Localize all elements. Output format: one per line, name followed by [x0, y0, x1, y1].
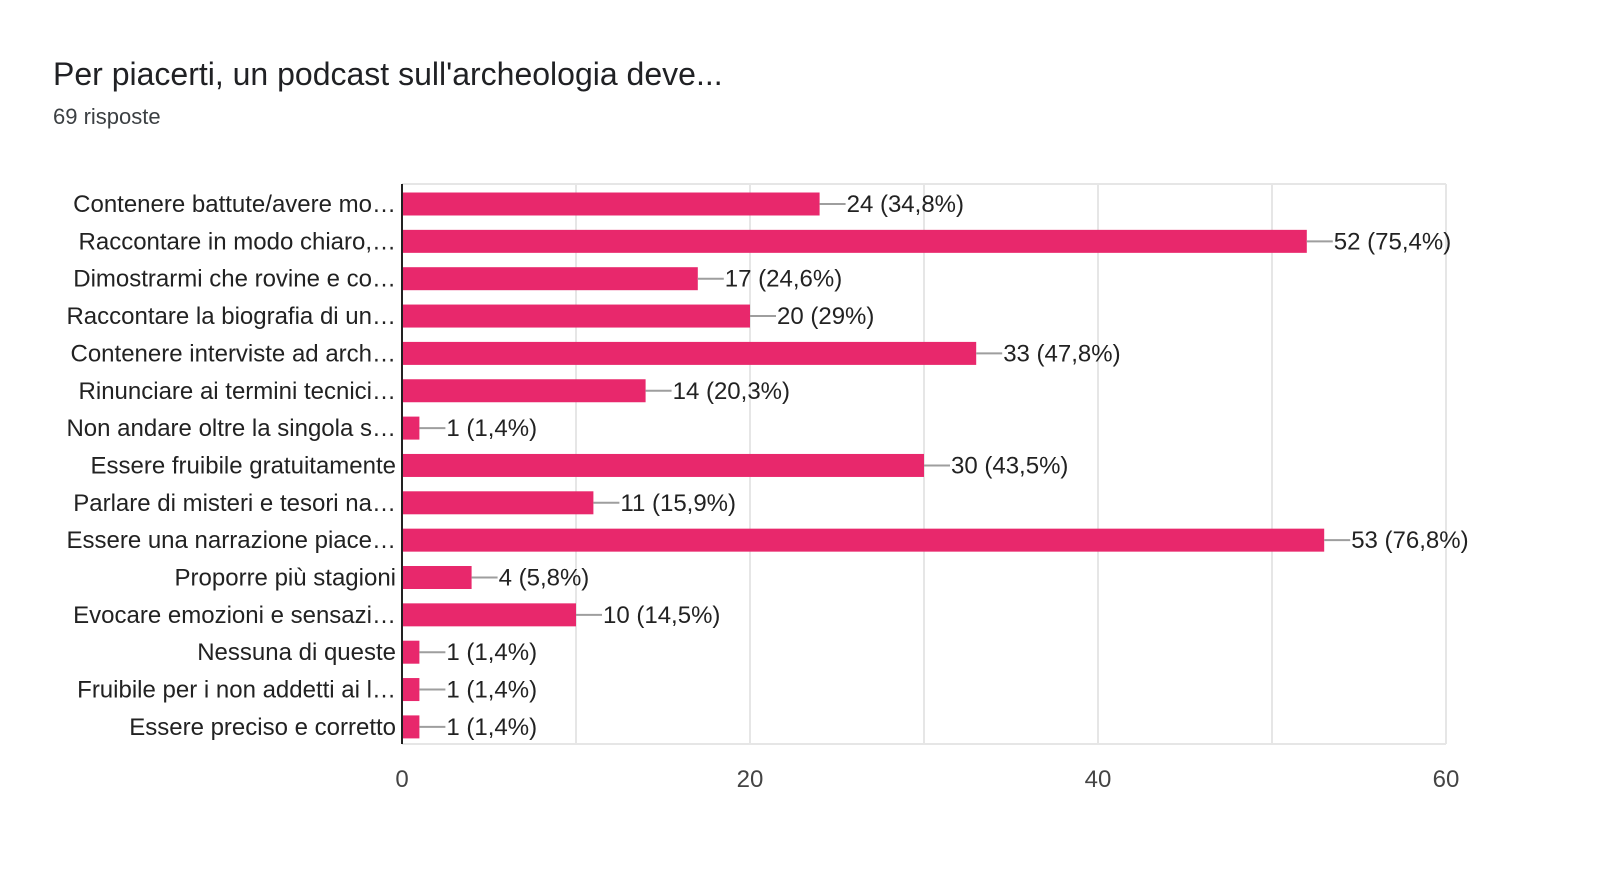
bar: [402, 267, 698, 291]
response-count: 69 risposte: [53, 104, 161, 129]
bars: [402, 192, 1325, 739]
value-label: 1 (1,4%): [446, 714, 537, 741]
bar: [402, 678, 420, 702]
bar: [402, 528, 1325, 552]
category-label: Proporre più stagioni: [175, 565, 396, 592]
bar: [402, 715, 420, 739]
axes: 0 20 40 60: [395, 184, 1459, 793]
category-label: Raccontare la biografia di un…: [66, 303, 396, 330]
category-label: Rinunciare ai termini tecnici…: [79, 378, 396, 405]
bar: [402, 379, 646, 403]
category-label: Contenere interviste ad arch…: [71, 340, 397, 367]
category-label: Essere una narrazione piace…: [66, 527, 396, 554]
value-label: 11 (15,9%): [620, 490, 736, 517]
value-label: 1 (1,4%): [446, 415, 537, 442]
bar: [402, 341, 977, 365]
value-label: 14 (20,3%): [673, 378, 790, 405]
value-label: 30 (43,5%): [951, 452, 1068, 479]
value-label: 52 (75,4%): [1334, 228, 1451, 255]
value-label: 20 (29%): [777, 303, 874, 330]
value-label: 33 (47,8%): [1003, 340, 1120, 367]
category-label: Dimostrarmi che rovine e co…: [73, 266, 396, 293]
chart-title: Per piacerti, un podcast sull'archeologi…: [53, 56, 723, 92]
x-tick-label: 20: [737, 766, 764, 793]
category-label: Parlare di misteri e tesori na…: [73, 490, 396, 517]
labels: Contenere battute/avere mo… 24 (34,8%) Rac…: [66, 191, 1468, 741]
category-label: Nessuna di queste: [197, 639, 396, 666]
bar: [402, 229, 1307, 253]
x-tick-label: 40: [1085, 766, 1112, 793]
value-label: 4 (5,8%): [499, 565, 590, 592]
value-label: 10 (14,5%): [603, 602, 720, 629]
value-label: 17 (24,6%): [725, 266, 842, 293]
bar: [402, 640, 420, 664]
value-label: 24 (34,8%): [847, 191, 964, 218]
bar: [402, 304, 750, 328]
value-label: 1 (1,4%): [446, 639, 537, 666]
category-label: Evocare emozioni e sensazi…: [73, 602, 396, 629]
bar: [402, 491, 594, 515]
category-label: Contenere battute/avere mo…: [73, 191, 396, 218]
category-label: Essere fruibile gratuitamente: [91, 452, 396, 479]
x-tick-label: 60: [1433, 766, 1460, 793]
bar: [402, 416, 420, 440]
category-label: Non andare oltre la singola s…: [66, 415, 396, 442]
x-tick-label: 0: [395, 766, 408, 793]
bar: [402, 603, 576, 627]
bar: [402, 453, 924, 477]
bar: [402, 192, 820, 216]
value-label: 53 (76,8%): [1351, 527, 1468, 554]
category-label: Fruibile per i non addetti ai l…: [77, 677, 396, 704]
category-label: Essere preciso e corretto: [129, 714, 396, 741]
chart-header: Per piacerti, un podcast sull'archeologi…: [53, 52, 723, 130]
category-label: Raccontare in modo chiaro,…: [79, 228, 396, 255]
value-label: 1 (1,4%): [446, 677, 537, 704]
bar: [402, 566, 472, 589]
